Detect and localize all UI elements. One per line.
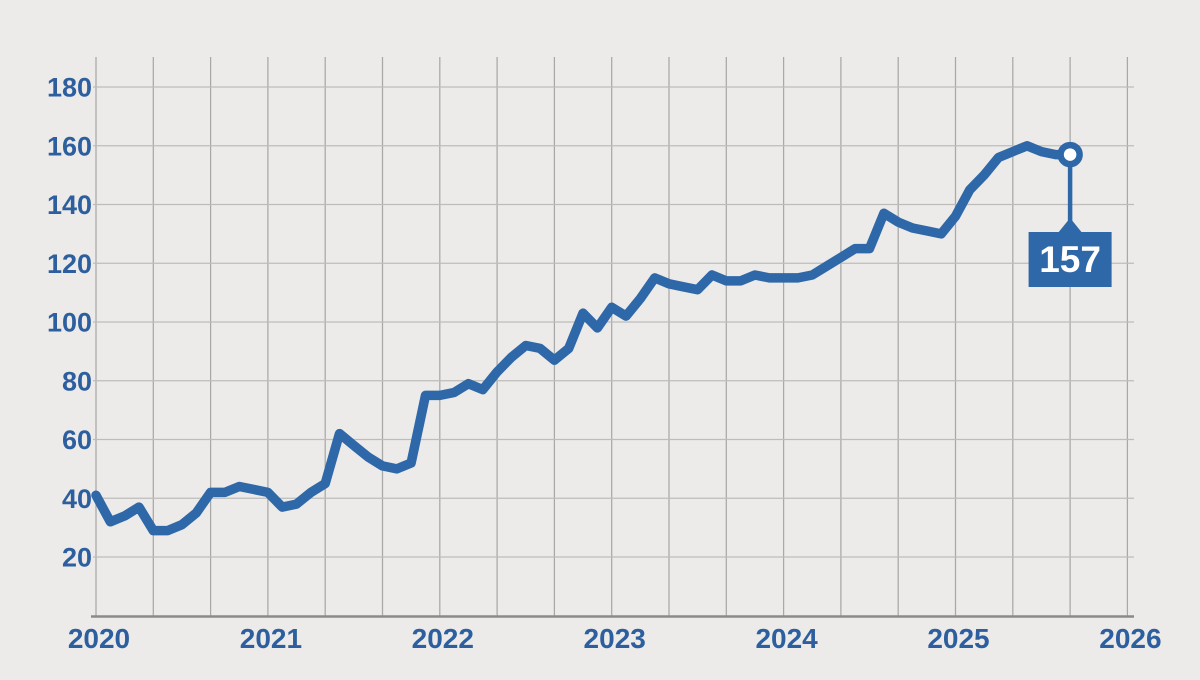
y-axis-label: 80 [62,366,92,396]
callout-box [1028,232,1112,287]
last-point-marker [1057,141,1083,168]
x-axis-label: 2023 [584,623,646,654]
x-axis-label: 2024 [755,623,818,654]
trend-line [91,141,1075,536]
x-axis-label: 2025 [927,623,989,654]
x-axis-label: 2022 [412,623,474,654]
x-axis-label: 2026 [1099,623,1161,654]
y-axis-label: 20 [62,543,92,573]
callout-value: 157 [1039,239,1101,280]
y-axis-label: 120 [47,249,92,279]
x-axis-label: 2021 [240,623,302,654]
y-axis-label: 160 [47,131,92,161]
y-axis-label: 100 [47,308,92,338]
y-axis-label: 140 [47,190,92,220]
x-axis-label: 2020 [68,623,130,654]
y-axis-label: 40 [62,484,92,514]
y-axis-label: 180 [47,73,92,103]
y-axis-label: 60 [62,425,92,455]
callout-pointer [1057,218,1084,234]
